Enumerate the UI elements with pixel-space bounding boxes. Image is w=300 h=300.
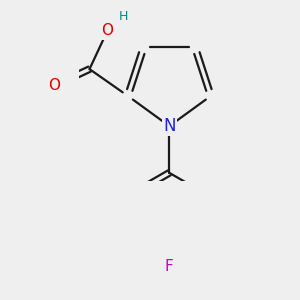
Text: O: O xyxy=(48,78,60,93)
Text: H: H xyxy=(118,10,128,23)
Text: O: O xyxy=(101,23,113,38)
Text: N: N xyxy=(163,117,176,135)
Text: F: F xyxy=(165,259,174,274)
